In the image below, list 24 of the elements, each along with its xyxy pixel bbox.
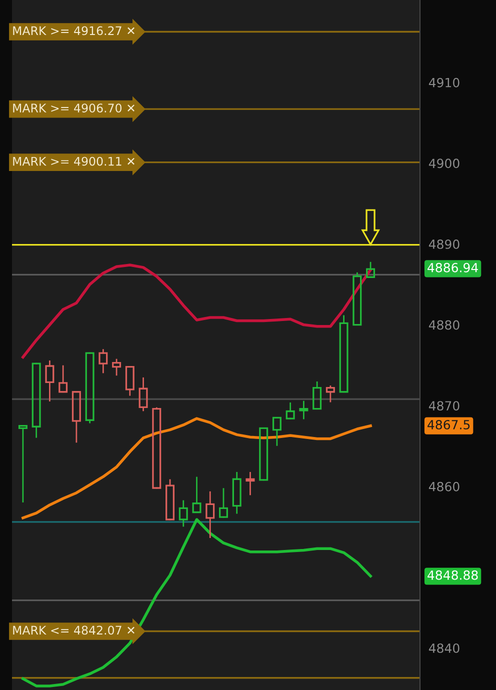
y-tick-label: 4890 <box>428 239 460 249</box>
y-tick-label: 4870 <box>428 401 460 411</box>
candlestick <box>206 491 215 538</box>
candlestick <box>246 472 255 496</box>
y-tick-label: 4880 <box>428 320 460 330</box>
text: 4848.88 <box>428 570 478 580</box>
ref-line-label: MARK >= 4906.70 ✕ <box>13 104 134 112</box>
y-tick-label: 4860 <box>428 482 460 492</box>
y-tick-label: 4900 <box>428 158 460 168</box>
candlestick <box>45 360 54 402</box>
ref-line-label: MARK <= 4842.07 ✕ <box>13 626 134 635</box>
line-series <box>22 417 372 520</box>
candlestick <box>98 349 108 374</box>
y-tick-label: 4840 <box>428 643 460 653</box>
candlestick <box>232 472 242 514</box>
ref-line-label: MARK >= 4916.27 ✕ <box>13 26 134 36</box>
candlestick <box>326 386 335 402</box>
text: 4867.5 <box>428 420 470 430</box>
candlestick <box>299 400 308 420</box>
y-tick-label: 4910 <box>428 78 460 88</box>
candlestick <box>178 500 188 527</box>
candlestick <box>138 377 148 412</box>
ref-line-label: MARK >= 4900.11 ✕ <box>13 156 134 166</box>
text: 4886.94 <box>428 262 478 272</box>
